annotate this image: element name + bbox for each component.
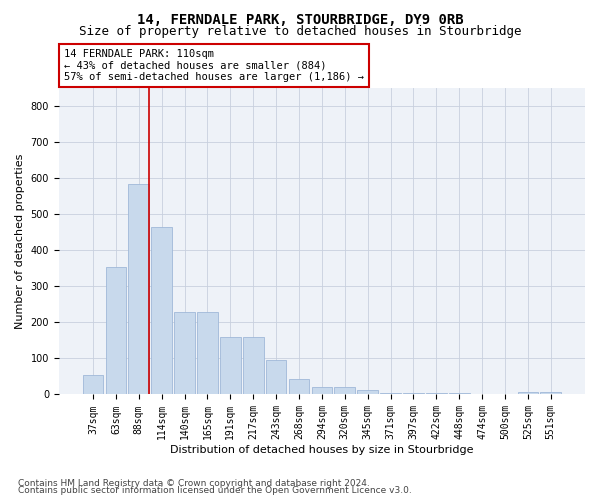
Bar	[128, 184, 149, 394]
Bar	[266, 360, 286, 394]
Text: Size of property relative to detached houses in Stourbridge: Size of property relative to detached ho…	[79, 25, 521, 38]
Bar	[311, 388, 332, 394]
Bar	[334, 388, 355, 394]
Bar	[518, 392, 538, 394]
Bar	[220, 337, 241, 394]
Bar	[358, 390, 378, 394]
Bar	[174, 312, 195, 394]
Bar	[380, 392, 401, 394]
Text: Contains public sector information licensed under the Open Government Licence v3: Contains public sector information licen…	[18, 486, 412, 495]
Bar	[197, 312, 218, 394]
Bar	[541, 392, 561, 394]
Y-axis label: Number of detached properties: Number of detached properties	[15, 154, 25, 329]
Text: 14, FERNDALE PARK, STOURBRIDGE, DY9 0RB: 14, FERNDALE PARK, STOURBRIDGE, DY9 0RB	[137, 12, 463, 26]
Text: 14 FERNDALE PARK: 110sqm
← 43% of detached houses are smaller (884)
57% of semi-: 14 FERNDALE PARK: 110sqm ← 43% of detach…	[64, 49, 364, 82]
Bar	[83, 374, 103, 394]
Bar	[151, 227, 172, 394]
X-axis label: Distribution of detached houses by size in Stourbridge: Distribution of detached houses by size …	[170, 445, 473, 455]
Bar	[289, 380, 309, 394]
Bar	[243, 337, 263, 394]
Text: Contains HM Land Registry data © Crown copyright and database right 2024.: Contains HM Land Registry data © Crown c…	[18, 478, 370, 488]
Bar	[106, 266, 126, 394]
